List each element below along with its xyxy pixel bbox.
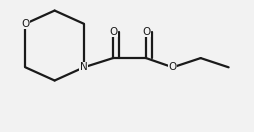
Text: O: O [142, 27, 150, 37]
Text: O: O [21, 19, 29, 29]
Text: O: O [109, 27, 117, 37]
Text: O: O [169, 62, 177, 72]
Text: N: N [80, 62, 88, 72]
